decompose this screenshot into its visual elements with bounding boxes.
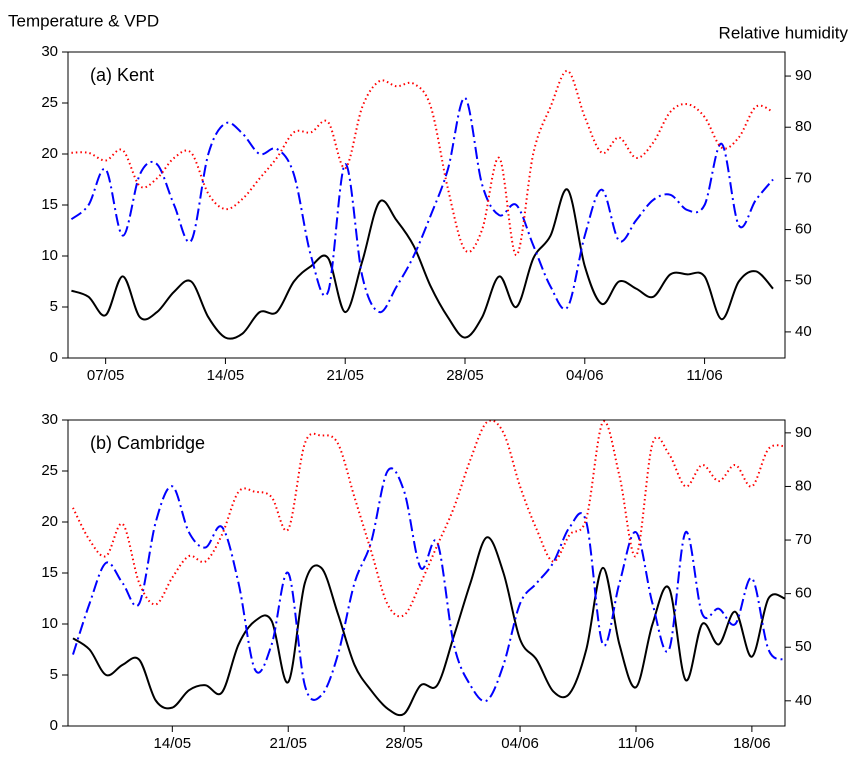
x-tick-label: 18/06 [733, 735, 771, 752]
x-tick-label: 14/05 [207, 367, 245, 384]
x-tick-label: 04/06 [566, 367, 604, 384]
y-tick-label: 25 [41, 94, 58, 111]
y2-tick-label: 70 [795, 531, 812, 548]
series-line [72, 467, 785, 703]
y-tick-label: 25 [41, 462, 58, 479]
series-line [72, 420, 785, 618]
series-line [72, 536, 785, 717]
x-tick-label: 04/06 [501, 735, 539, 752]
y2-axis-label: Relative humidity [719, 23, 849, 42]
y-tick-label: 5 [50, 666, 58, 683]
y2-tick-label: 60 [795, 585, 812, 602]
x-tick-label: 07/05 [87, 367, 125, 384]
y2-tick-label: 80 [795, 477, 812, 494]
y-tick-label: 30 [41, 411, 58, 428]
x-tick-label: 28/05 [385, 735, 423, 752]
y-tick-label: 0 [50, 349, 58, 366]
y2-tick-label: 70 [795, 169, 812, 186]
y2-tick-label: 80 [795, 118, 812, 135]
plot-frame [67, 51, 786, 359]
y-axis-label: Temperature & VPD [8, 11, 159, 30]
series-line [70, 96, 774, 314]
series-line [71, 69, 774, 257]
y2-tick-label: 50 [795, 272, 812, 289]
y2-tick-label: 60 [795, 221, 812, 238]
y-tick-label: 20 [41, 145, 58, 162]
panel-title: (a) Kent [90, 65, 154, 85]
x-tick-label: 14/05 [154, 735, 192, 752]
y2-tick-label: 40 [795, 692, 812, 709]
y-tick-label: 15 [41, 564, 58, 581]
x-tick-label: 21/05 [269, 735, 307, 752]
plot-frame [67, 419, 786, 727]
y-tick-label: 0 [50, 717, 58, 734]
y-tick-label: 15 [41, 196, 58, 213]
y2-tick-label: 40 [795, 323, 812, 340]
x-tick-label: 21/05 [326, 367, 364, 384]
y-tick-label: 10 [41, 247, 58, 264]
y-tick-label: 30 [41, 43, 58, 60]
x-tick-label: 11/06 [686, 367, 722, 384]
y-tick-label: 5 [50, 298, 58, 315]
y-tick-label: 20 [41, 513, 58, 530]
panel-title: (b) Cambridge [90, 433, 205, 453]
y2-tick-label: 90 [795, 67, 812, 84]
y2-tick-label: 50 [795, 638, 812, 655]
y2-tick-label: 90 [795, 424, 812, 441]
series-line [71, 188, 774, 340]
y-tick-label: 10 [41, 615, 58, 632]
x-tick-label: 11/06 [618, 735, 654, 752]
x-tick-label: 28/05 [446, 367, 484, 384]
